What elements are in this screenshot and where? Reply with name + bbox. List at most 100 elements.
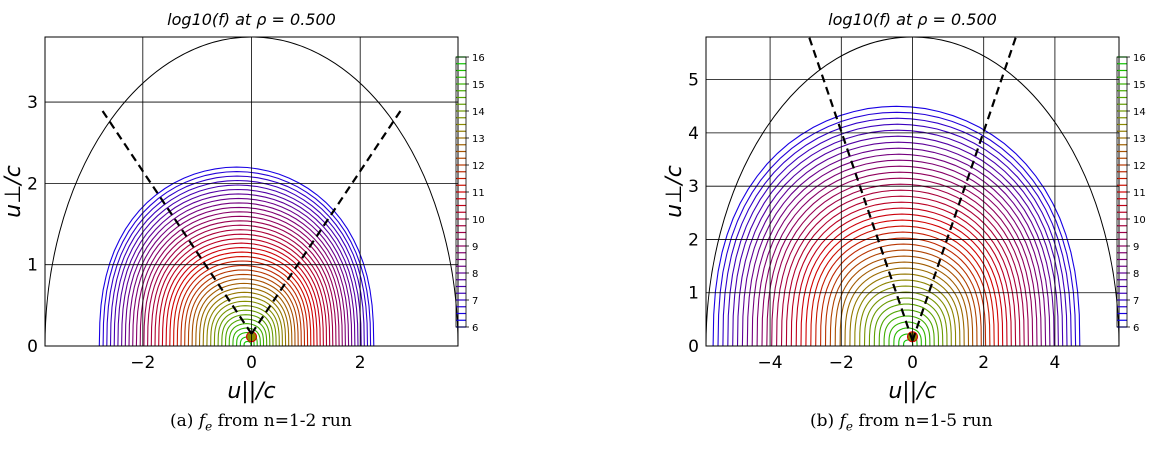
x-tick-label: −2 bbox=[130, 353, 155, 373]
colorbar: 6 7 8 9 10 11 12 13 14 15 16 bbox=[455, 53, 485, 334]
contour-line bbox=[221, 314, 271, 346]
y-tick-label: 1 bbox=[688, 284, 699, 304]
contour-line bbox=[844, 267, 965, 346]
plot-area bbox=[706, 37, 1119, 346]
contour-line bbox=[158, 238, 324, 346]
colorbar-tick-label: 10 bbox=[1133, 215, 1146, 226]
x-tick-label: −2 bbox=[829, 353, 854, 373]
contour-line bbox=[727, 123, 1068, 346]
caption-a-label: (a) bbox=[170, 411, 194, 431]
x-tick-label: 2 bbox=[355, 353, 366, 373]
contour-line bbox=[165, 247, 318, 346]
caption-a: (a) fe from n=1-2 run bbox=[170, 411, 352, 434]
contour-line bbox=[883, 315, 931, 346]
contour-line bbox=[776, 183, 1025, 346]
contour-line bbox=[173, 256, 312, 346]
trapped-passing-line bbox=[250, 109, 402, 335]
contour-line bbox=[756, 159, 1042, 346]
contour-line bbox=[863, 291, 948, 346]
contour-line bbox=[868, 297, 944, 346]
contour-line bbox=[228, 323, 265, 346]
x-tick-label: 4 bbox=[1049, 353, 1060, 373]
y-tick-label: 3 bbox=[688, 177, 699, 197]
contour-line bbox=[795, 207, 1008, 346]
contour-line bbox=[176, 260, 309, 346]
colorbar-tick-label: 14 bbox=[1133, 107, 1146, 118]
contour-line bbox=[820, 237, 987, 346]
colorbar-tick-label: 8 bbox=[472, 269, 478, 280]
contour-line bbox=[805, 219, 999, 346]
contour-line bbox=[800, 213, 1004, 346]
colorbar-tick-label: 11 bbox=[472, 188, 485, 199]
contour-line bbox=[154, 233, 328, 346]
contour-line bbox=[180, 264, 306, 346]
contour-line bbox=[815, 231, 991, 346]
contour-line bbox=[139, 215, 340, 346]
contour-line bbox=[147, 224, 334, 346]
contour-line bbox=[810, 225, 995, 346]
contour-line bbox=[106, 175, 369, 346]
colorbar-tick-label: 14 bbox=[472, 107, 485, 118]
y-tick-label: 1 bbox=[27, 256, 38, 276]
x-tick-label: 2 bbox=[978, 353, 989, 373]
y-tick-label: 3 bbox=[27, 93, 38, 113]
contour-line bbox=[741, 141, 1055, 346]
contour-line bbox=[213, 305, 277, 346]
contour-line bbox=[771, 177, 1029, 346]
contour-line bbox=[143, 220, 337, 346]
contour-line bbox=[117, 188, 359, 346]
chart-title: log10(f) at ρ = 0.500 bbox=[167, 10, 336, 29]
contour-line bbox=[717, 111, 1077, 346]
colorbar-tick-label: 13 bbox=[1133, 134, 1146, 145]
trapped-passing-line bbox=[101, 109, 253, 335]
contour-line bbox=[128, 202, 350, 346]
caption-b-text: from n=1-5 run bbox=[858, 411, 993, 431]
plot-area bbox=[45, 37, 458, 346]
contour-line bbox=[109, 179, 365, 346]
contour-line bbox=[834, 255, 974, 346]
contour-line bbox=[732, 129, 1064, 346]
y-axis-label: u⊥/c bbox=[662, 165, 687, 218]
contour-line bbox=[736, 135, 1059, 346]
colorbar-tick-label: 6 bbox=[1133, 323, 1139, 334]
y-tick-label: 2 bbox=[688, 230, 699, 250]
contour-line bbox=[187, 273, 299, 346]
contour-line bbox=[161, 242, 321, 346]
colorbar-tick-label: 11 bbox=[1133, 188, 1146, 199]
contour-line bbox=[202, 291, 287, 346]
contour-line bbox=[210, 300, 280, 346]
contour-line bbox=[150, 229, 331, 346]
colorbar-tick-label: 12 bbox=[472, 161, 485, 172]
colorbar-tick-label: 12 bbox=[1133, 161, 1146, 172]
colorbar-tick-label: 9 bbox=[1133, 242, 1139, 253]
contour-line bbox=[873, 303, 940, 346]
contour-line bbox=[206, 296, 283, 346]
contour-line bbox=[121, 193, 356, 346]
contour-line bbox=[132, 206, 346, 346]
colorbar-tick-label: 8 bbox=[1133, 269, 1139, 280]
x-tick-label: −4 bbox=[758, 353, 783, 373]
contour-line bbox=[854, 279, 957, 346]
colorbar-tick-label: 13 bbox=[472, 134, 485, 145]
contour-line bbox=[859, 285, 952, 346]
contour-line bbox=[780, 189, 1021, 346]
contour-line bbox=[135, 211, 343, 346]
contour-line bbox=[224, 318, 268, 346]
contour-line bbox=[113, 184, 362, 346]
contour-line bbox=[761, 165, 1038, 346]
y-axis-label: u⊥/c bbox=[1, 165, 26, 218]
caption-b-label: (b) bbox=[810, 411, 835, 431]
contour-line bbox=[849, 273, 961, 346]
contour-line bbox=[746, 147, 1051, 346]
x-tick-label: 0 bbox=[246, 353, 257, 373]
x-axis-label: u||/c bbox=[888, 379, 936, 404]
contour-line bbox=[184, 269, 302, 346]
x-tick-label: 0 bbox=[907, 353, 918, 373]
contour-line bbox=[766, 171, 1034, 346]
colorbar-tick-label: 15 bbox=[1133, 80, 1146, 91]
colorbar: 6 7 8 9 10 11 12 13 14 15 16 bbox=[1116, 53, 1146, 334]
contour-line bbox=[824, 243, 982, 346]
contour-line bbox=[839, 261, 970, 346]
